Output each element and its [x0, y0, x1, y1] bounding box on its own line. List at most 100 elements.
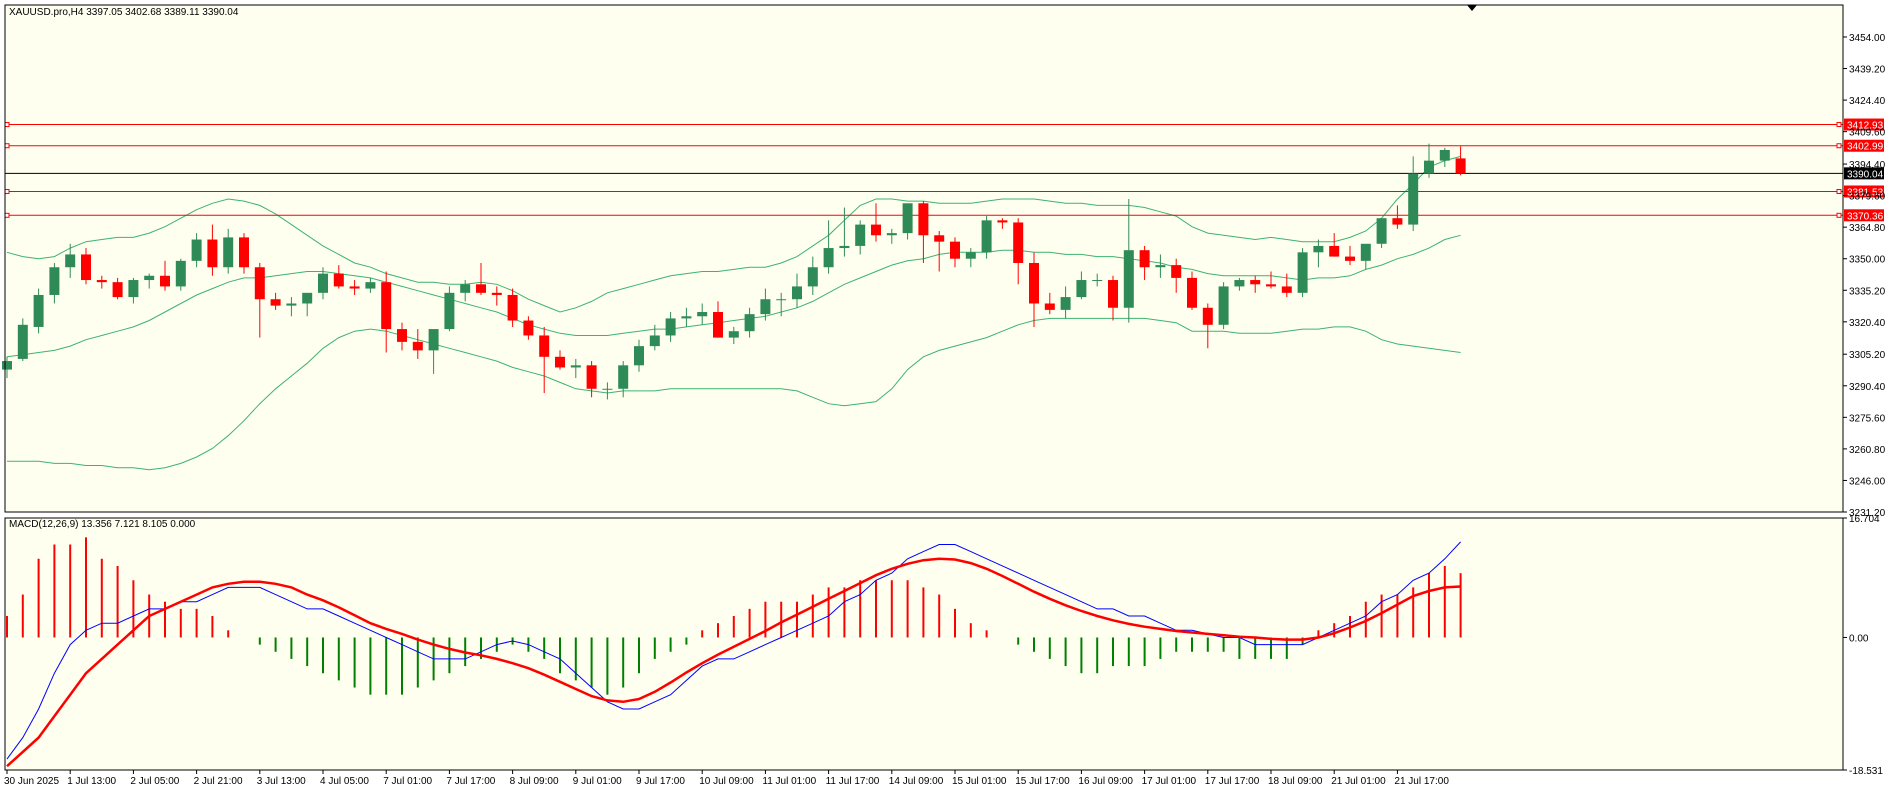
candle-body[interactable] — [1108, 280, 1118, 308]
candle-body[interactable] — [871, 224, 881, 236]
hline-handle-right[interactable] — [1836, 143, 1842, 149]
candle-body[interactable] — [570, 365, 581, 368]
candle-body[interactable] — [2, 361, 12, 370]
candle-body[interactable] — [602, 388, 613, 390]
hline-handle-left[interactable] — [4, 143, 10, 149]
candle-body[interactable] — [539, 335, 550, 357]
hline-handle-left[interactable] — [4, 122, 10, 128]
candle-body[interactable] — [96, 280, 107, 283]
candle-body[interactable] — [128, 280, 139, 298]
hline-handle-right[interactable] — [1836, 188, 1842, 194]
candle-body[interactable] — [223, 237, 234, 268]
candle-body[interactable] — [950, 241, 960, 259]
candle-body[interactable] — [649, 335, 660, 347]
candle-body[interactable] — [1234, 280, 1245, 287]
candle-body[interactable] — [555, 356, 565, 368]
candle-body[interactable] — [934, 235, 945, 242]
candle-body[interactable] — [886, 233, 897, 236]
candle-body[interactable] — [428, 329, 439, 351]
hline-handle-left[interactable] — [4, 212, 10, 218]
candle-body[interactable] — [1076, 280, 1087, 298]
candle-body[interactable] — [918, 203, 929, 236]
candle-body[interactable] — [491, 292, 502, 295]
candle-body[interactable] — [1187, 277, 1197, 308]
macd-pane-background[interactable] — [5, 518, 1843, 770]
candle-body[interactable] — [997, 220, 1008, 223]
candle-body[interactable] — [1392, 218, 1403, 225]
candle-body[interactable] — [49, 267, 60, 295]
candle-body[interactable] — [586, 365, 597, 389]
candle-body[interactable] — [1281, 286, 1292, 293]
candle-body[interactable] — [318, 273, 328, 293]
candle-body[interactable] — [697, 312, 708, 317]
chart-shift-marker-icon[interactable] — [1467, 5, 1477, 11]
candle-body[interactable] — [1139, 250, 1150, 268]
candle-body[interactable] — [1155, 265, 1166, 268]
candle-body[interactable] — [1092, 280, 1103, 282]
candle-body[interactable] — [1297, 252, 1308, 293]
candle-body[interactable] — [302, 292, 313, 304]
candle-body[interactable] — [476, 284, 486, 293]
candle-body[interactable] — [855, 224, 866, 246]
candle-body[interactable] — [1250, 280, 1261, 285]
hline-handle-left[interactable] — [4, 188, 10, 194]
candle-body[interactable] — [1266, 284, 1276, 287]
candle-body[interactable] — [1424, 160, 1434, 174]
candle-body[interactable] — [444, 292, 455, 330]
candle-body[interactable] — [144, 275, 155, 281]
hline-handle-right[interactable] — [1836, 122, 1842, 128]
candle-body[interactable] — [33, 294, 44, 327]
candle-body[interactable] — [1455, 158, 1466, 174]
candle-body[interactable] — [65, 254, 76, 268]
candle-body[interactable] — [1329, 245, 1340, 257]
candle-body[interactable] — [412, 341, 423, 351]
candle-body[interactable] — [1408, 173, 1419, 225]
candle-body[interactable] — [1171, 265, 1182, 278]
candle-body[interactable] — [365, 282, 376, 289]
candle-body[interactable] — [175, 260, 186, 287]
candle-body[interactable] — [1029, 262, 1039, 304]
candle-body[interactable] — [507, 294, 518, 321]
candle-body[interactable] — [792, 286, 802, 300]
candle-body[interactable] — [270, 299, 281, 306]
candle-body[interactable] — [1218, 286, 1229, 325]
candle-body[interactable] — [381, 282, 392, 330]
candle-body[interactable] — [160, 275, 170, 287]
candle-body[interactable] — [1376, 218, 1387, 244]
candle-body[interactable] — [965, 252, 976, 259]
candle-body[interactable] — [1013, 222, 1024, 263]
candle-body[interactable] — [1123, 250, 1134, 308]
candle-body[interactable] — [744, 314, 755, 332]
candle-body[interactable] — [254, 267, 265, 300]
candle-body[interactable] — [81, 254, 91, 281]
candle-body[interactable] — [760, 299, 771, 315]
candle-body[interactable] — [902, 203, 913, 234]
candle-body[interactable] — [665, 318, 676, 336]
candle-body[interactable] — [286, 303, 297, 306]
candle-body[interactable] — [823, 248, 834, 268]
candle-body[interactable] — [839, 245, 850, 249]
candle-body[interactable] — [618, 365, 629, 389]
candle-body[interactable] — [1345, 256, 1355, 261]
candle-body[interactable] — [807, 267, 818, 287]
candle-body[interactable] — [1060, 297, 1071, 310]
candle-body[interactable] — [1360, 243, 1371, 261]
candle-body[interactable] — [981, 220, 992, 253]
candle-body[interactable] — [460, 284, 471, 293]
candle-body[interactable] — [1313, 245, 1324, 253]
candle-body[interactable] — [397, 329, 407, 342]
candle-body[interactable] — [776, 299, 787, 301]
candle-body[interactable] — [333, 273, 344, 287]
candle-body[interactable] — [728, 331, 739, 338]
candle-body[interactable] — [112, 282, 123, 298]
hline-handle-right[interactable] — [1836, 212, 1842, 218]
candle-body[interactable] — [1044, 303, 1055, 310]
candle-body[interactable] — [713, 312, 723, 338]
candle-body[interactable] — [207, 239, 218, 268]
candle-body[interactable] — [523, 320, 534, 336]
candle-body[interactable] — [681, 316, 692, 319]
candle-body[interactable] — [1439, 149, 1450, 161]
candle-body[interactable] — [191, 239, 202, 261]
candle-body[interactable] — [349, 286, 360, 289]
candle-body[interactable] — [1202, 307, 1213, 325]
